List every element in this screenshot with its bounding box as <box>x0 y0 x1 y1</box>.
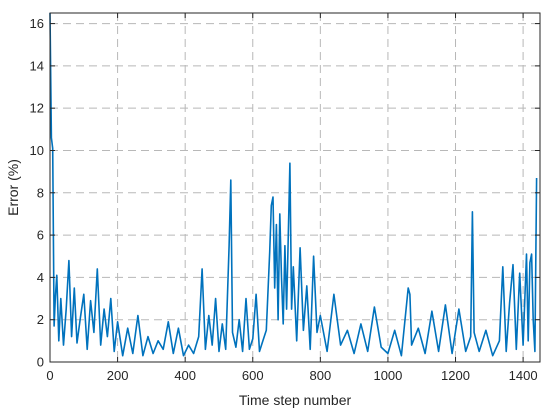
x-tick-label: 200 <box>107 368 129 383</box>
x-tick-label: 800 <box>309 368 331 383</box>
axes <box>49 12 541 363</box>
series-line-0 <box>49 12 538 357</box>
y-tick-label: 4 <box>37 270 44 285</box>
y-tick-label: 8 <box>37 185 44 200</box>
ticks: 0 200 400 600 800 1000 1200 1400 0 2 4 6 8 10 12 14 16 <box>30 13 540 383</box>
x-tick-label: 600 <box>242 368 264 383</box>
x-tick-label: 1000 <box>373 368 402 383</box>
y-tick-label: 0 <box>37 355 44 370</box>
y-tick-label: 14 <box>30 58 44 73</box>
x-axis-label: Time step number <box>239 392 352 408</box>
x-tick-label: 0 <box>46 368 53 383</box>
x-tick-label: 1200 <box>441 368 470 383</box>
series-layer <box>49 12 538 357</box>
y-tick-label: 16 <box>30 16 44 31</box>
plot-frame <box>49 12 541 363</box>
x-tick-label: 400 <box>174 368 196 383</box>
y-tick-label: 6 <box>37 228 44 243</box>
y-tick-label: 2 <box>37 312 44 327</box>
x-tick-label: 1400 <box>509 368 538 383</box>
y-axis-label: Error (%) <box>5 159 21 216</box>
y-tick-label: 12 <box>30 101 44 116</box>
y-tick-label: 10 <box>30 143 44 158</box>
grid <box>50 13 540 362</box>
